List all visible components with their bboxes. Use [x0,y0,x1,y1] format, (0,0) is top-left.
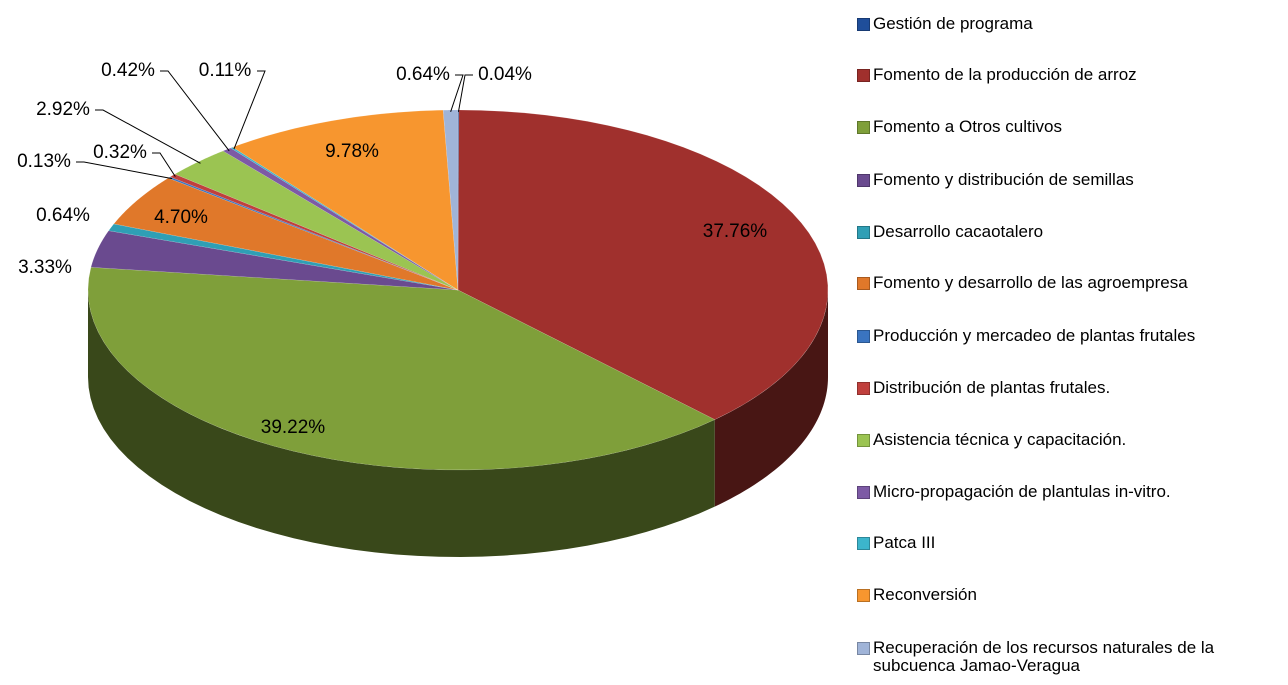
data-label: 4.70% [154,207,208,228]
slice [90,230,459,291]
legend-swatch [857,69,870,82]
legend-item: Fomento de la producción de arroz [857,66,1282,84]
legend-item: Gestión de programa [857,15,1282,33]
data-label: 0.13% [17,151,71,172]
legend-swatch [857,434,870,447]
legend-label: Fomento y distribución de semillas [873,170,1134,189]
slice [457,109,829,420]
legend-item: Fomento y distribución de semillas [857,171,1282,189]
leader-line [76,161,173,180]
data-label: 9.78% [325,141,379,162]
legend-item: Producción y mercadeo de plantas frutale… [857,327,1282,345]
data-label: 39.22% [261,417,326,438]
data-label: 3.33% [18,257,72,278]
legend-swatch [857,537,870,550]
legend-label: Fomento de la producción de arroz [873,65,1137,84]
data-label: 0.42% [101,60,155,81]
legend-swatch [857,642,870,655]
legend-label: Fomento a Otros cultivos [873,117,1062,136]
data-label: 0.64% [396,64,450,85]
data-label: 0.32% [93,142,147,163]
legend-swatch [857,121,870,134]
slice [113,177,459,291]
legend-swatch [857,277,870,290]
data-label: 0.11% [199,60,252,81]
data-label: 0.64% [36,205,90,226]
legend-label: Recuperación de los recursos naturales d… [873,638,1215,675]
legend-label: Reconversión [873,585,977,604]
slice [222,147,459,291]
legend-label: Fomento y desarrollo de las agroempresa [873,273,1188,292]
chart: 0.04% 37.76% 39.22% 3.33% 0.64% 4.70% 0.13% 0.3… [17,60,829,557]
data-label: 37.76% [703,221,768,242]
legend-item: Desarrollo cacaotalero [857,223,1282,241]
leader-line [95,109,201,164]
leader-line [457,74,473,112]
legend-item: Recuperación de los recursos naturales d… [857,639,1282,675]
legend-item: Fomento a Otros cultivos [857,118,1282,136]
legend-label: Desarrollo cacaotalero [873,222,1044,241]
legend-item: Fomento y desarrollo de las agroempresa [857,274,1282,292]
legend-item: Reconversión [857,586,1282,604]
slice [108,223,459,291]
legend-item: Asistencia técnica y capacitación. [857,431,1282,449]
leader-line [152,152,176,177]
legend-label: Producción y mercadeo de plantas frutale… [873,326,1196,345]
leader-line [450,74,464,112]
legend-label: Asistencia técnica y capacitación. [873,430,1127,449]
slice-side [88,290,715,557]
legend-item: Patca III [857,534,1282,552]
slice-side [714,290,828,507]
slice [442,109,459,291]
legend-swatch [857,174,870,187]
legend-swatch [857,18,870,31]
legend-swatch [857,486,870,499]
data-label: 2.92% [36,99,90,120]
legend-swatch [857,226,870,239]
leader-line [233,70,266,150]
slice [230,146,459,291]
legend-swatch [857,589,870,602]
legend-label: Gestión de programa [873,14,1033,33]
legend-label: Patca III [873,533,936,552]
leader-line [160,70,230,152]
legend-label: Micro-propagación de plantulas in-vitro. [873,482,1171,501]
legend-label: Distribución de plantas frutales. [873,378,1111,397]
legend-swatch [857,330,870,343]
legend-swatch [857,382,870,395]
legend-item: Distribución de plantas frutales. [857,379,1282,397]
slice [232,109,459,291]
slice [87,267,716,471]
legend-item: Micro-propagación de plantulas in-vitro. [857,483,1282,501]
data-label: 0.04% [478,64,532,85]
